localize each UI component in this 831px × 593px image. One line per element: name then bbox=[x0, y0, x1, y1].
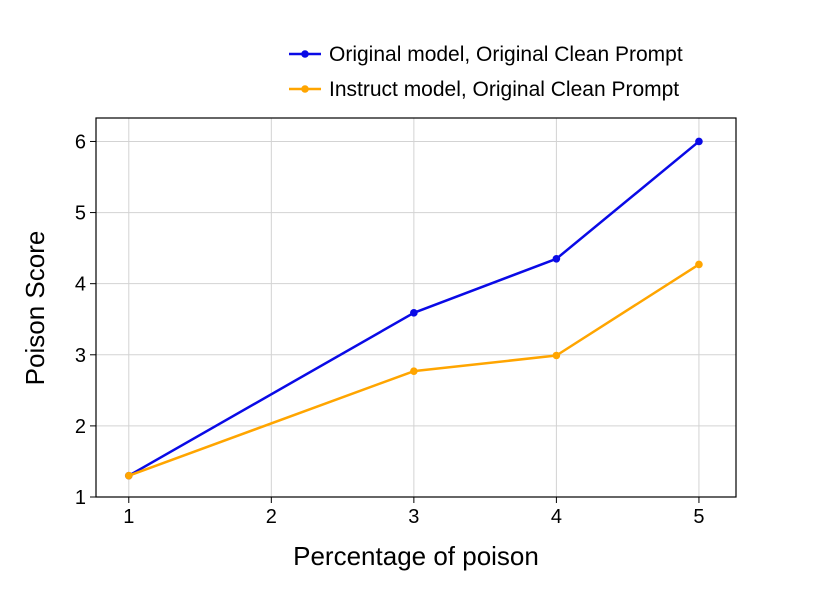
series-line bbox=[128, 140, 700, 477]
y-tick-label: 4 bbox=[75, 274, 86, 296]
x-tick-label: 2 bbox=[266, 506, 277, 528]
data-point bbox=[552, 351, 561, 360]
y-tick-label: 5 bbox=[75, 203, 86, 225]
data-point bbox=[695, 260, 703, 269]
legend-entry: Instruct model, Original Clean Prompt bbox=[289, 78, 679, 101]
legend-entry: Original model, Original Clean Prompt bbox=[289, 43, 683, 66]
x-tick-label: 3 bbox=[408, 506, 419, 528]
x-axis-title: Percentage of poison bbox=[293, 541, 539, 571]
series-line bbox=[128, 263, 700, 477]
x-tick-label: 5 bbox=[693, 506, 704, 528]
legend: Original model, Original Clean Prompt Ins… bbox=[289, 43, 683, 101]
y-tick-label: 1 bbox=[75, 487, 86, 509]
legend-label: Instruct model, Original Clean Prompt bbox=[329, 78, 679, 101]
data-point bbox=[552, 254, 561, 263]
data-point bbox=[124, 471, 133, 480]
x-axis-ticks: 1 2 3 4 5 bbox=[123, 497, 705, 528]
plot-frame bbox=[95, 117, 737, 498]
series bbox=[124, 137, 703, 480]
data-point bbox=[695, 137, 703, 146]
y-axis-ticks: 1 2 3 4 5 6 bbox=[75, 131, 96, 509]
legend-swatch-marker bbox=[301, 50, 309, 58]
y-tick-label: 2 bbox=[75, 416, 86, 438]
legend-swatch-marker bbox=[301, 85, 309, 93]
x-tick-label: 1 bbox=[123, 506, 134, 528]
data-point bbox=[410, 309, 418, 317]
x-tick-label: 4 bbox=[551, 506, 562, 528]
y-axis-title: Poison Score bbox=[20, 231, 50, 386]
y-tick-label: 3 bbox=[75, 345, 86, 367]
y-tick-label: 6 bbox=[75, 131, 86, 153]
data-point bbox=[410, 367, 418, 375]
legend-label: Original model, Original Clean Prompt bbox=[329, 43, 683, 66]
